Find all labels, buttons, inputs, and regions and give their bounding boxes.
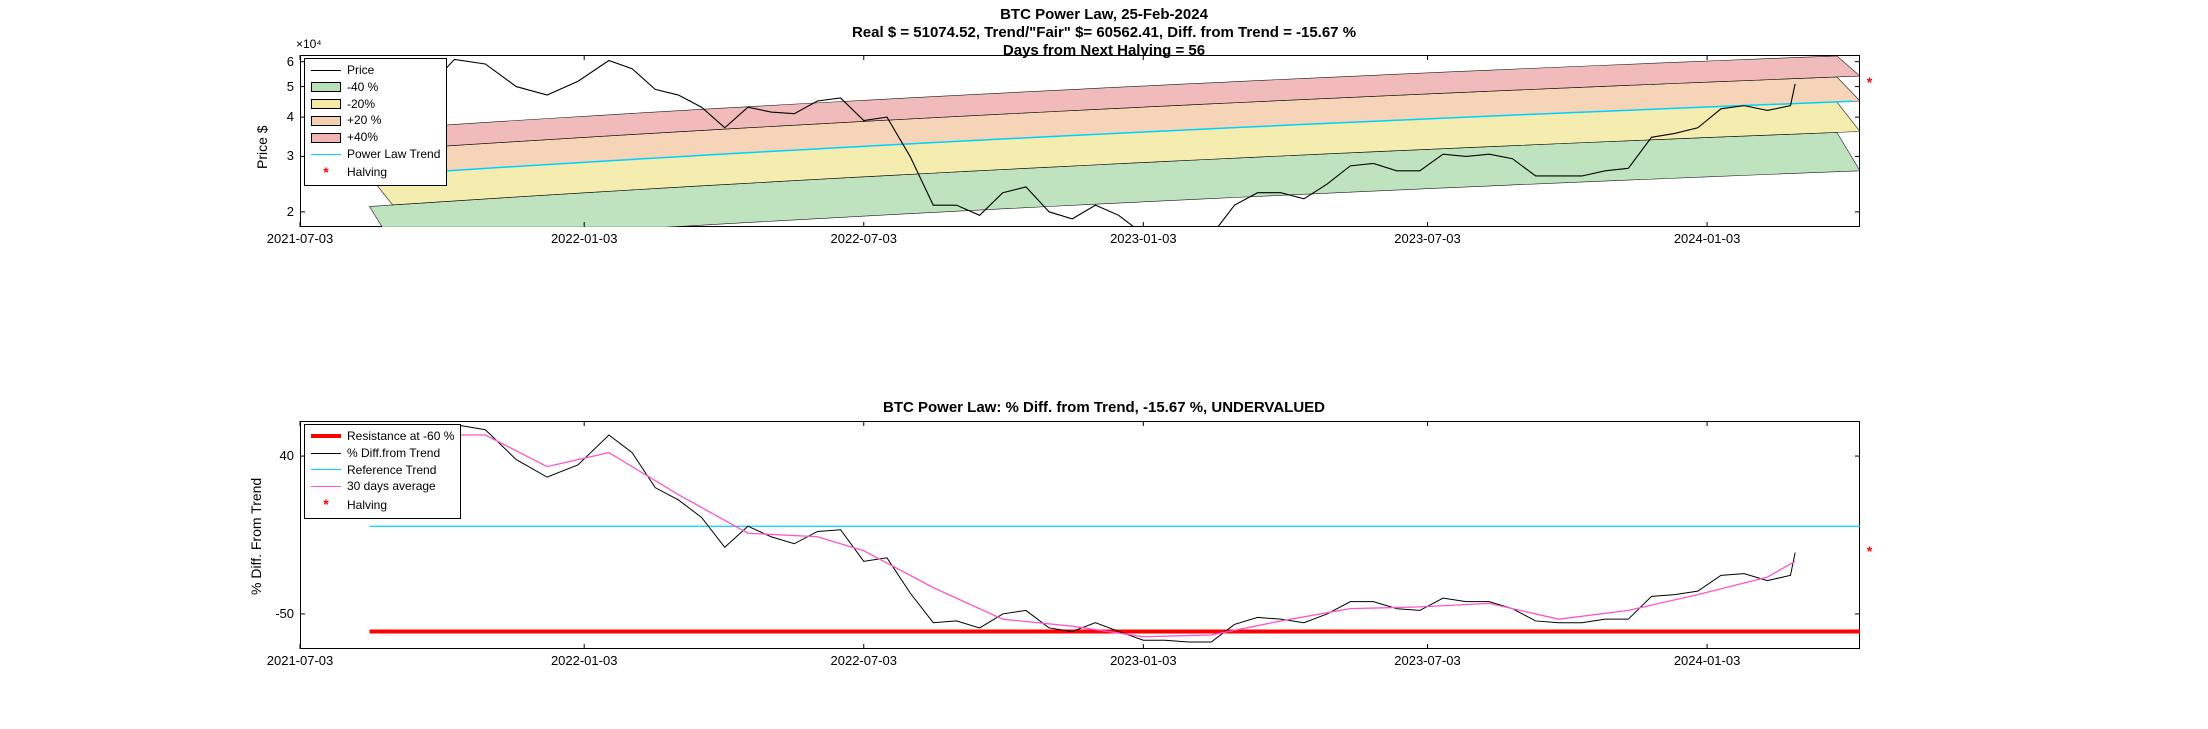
bottom-ytick-label: 40 (280, 448, 294, 463)
bottom-halving-marker: * (1867, 543, 1872, 559)
bottom-xtick-label: 2022-07-03 (824, 653, 904, 668)
bottom-xtick-label: 2022-01-03 (544, 653, 624, 668)
bottom-xtick-label: 2023-01-03 (1103, 653, 1183, 668)
legend-item: % Diff.from Trend (311, 445, 454, 462)
top-ytick-label: 4 (287, 109, 294, 124)
legend-item: Reference Trend (311, 462, 454, 479)
top-ytick-label: 5 (287, 79, 294, 94)
legend-item: 30 days average (311, 478, 454, 495)
bottom-xtick-label: 2023-07-03 (1388, 653, 1468, 668)
top-xtick-label: 2021-07-03 (260, 231, 340, 246)
legend-item: Resistance at -60 % (311, 428, 454, 445)
top-ytick-label: 2 (287, 204, 294, 219)
top-ytick-label: 3 (287, 148, 294, 163)
bottom-ylabel: % Diff. From Trend (248, 478, 264, 595)
legend-item: *Halving (311, 495, 454, 515)
top-xtick-label: 2023-01-03 (1103, 231, 1183, 246)
bottom-xtick-label: 2021-07-03 (260, 653, 340, 668)
top-xtick-label: 2023-07-03 (1388, 231, 1468, 246)
bottom-ytick-label: -50 (275, 606, 294, 621)
top-xtick-label: 2022-07-03 (824, 231, 904, 246)
top-xtick-label: 2022-01-03 (544, 231, 624, 246)
bottom-xtick-label: 2024-01-03 (1667, 653, 1747, 668)
top-halving-marker: * (1867, 74, 1872, 90)
top-ytick-label: 6 (287, 54, 294, 69)
top-xtick-label: 2024-01-03 (1667, 231, 1747, 246)
bottom-legend: Resistance at -60 %% Diff.from TrendRefe… (304, 424, 461, 519)
bottom-chart-svg (0, 0, 2208, 729)
